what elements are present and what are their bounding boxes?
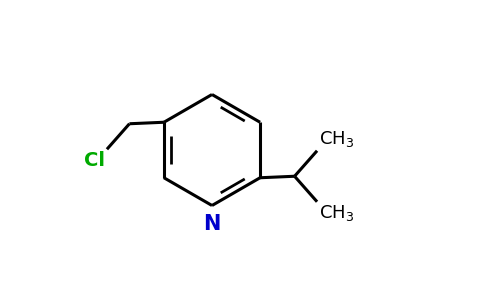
Text: N: N [203, 214, 221, 235]
Text: CH$_3$: CH$_3$ [319, 129, 355, 149]
Text: Cl: Cl [84, 151, 105, 170]
Text: CH$_3$: CH$_3$ [319, 203, 355, 223]
